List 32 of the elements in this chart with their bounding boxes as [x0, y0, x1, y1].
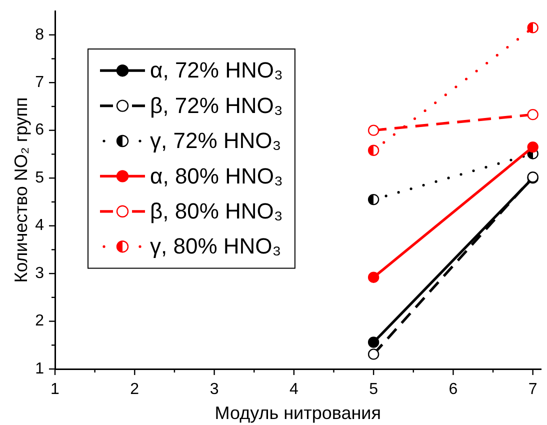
y-tick-label: 1 — [35, 360, 44, 378]
x-axis-title: Модуль нитрования — [214, 403, 381, 424]
y-tick-label: 4 — [35, 217, 44, 234]
legend-label: β, 80% HNO₃ — [150, 198, 283, 224]
x-tick-label: 2 — [130, 381, 140, 398]
legend-label: α, 80% HNO₃ — [150, 163, 283, 188]
y-tick-label: 8 — [35, 26, 44, 44]
legend-label: β, 72% HNO₃ — [150, 92, 283, 118]
legend-label: α, 72% HNO₃ — [150, 58, 283, 83]
point — [368, 124, 380, 136]
point — [368, 336, 380, 348]
legend-label: γ, 80% HNO₃ — [150, 234, 282, 259]
point — [368, 194, 380, 206]
legend-label: γ, 72% HNO₃ — [150, 128, 282, 154]
point — [368, 272, 380, 283]
y-axis-title: Количество NO₂ групп — [10, 97, 31, 283]
x-tick-label: 4 — [289, 381, 298, 398]
y-tick-label: 2 — [35, 312, 44, 330]
point — [368, 144, 380, 156]
y-tick-label: 5 — [35, 169, 44, 186]
point — [368, 348, 380, 360]
point — [527, 22, 538, 34]
y-tick-label: 6 — [35, 122, 44, 139]
y-tick-label: 3 — [35, 264, 44, 282]
point — [527, 108, 538, 120]
x-tick-label: 7 — [528, 381, 538, 398]
point — [527, 141, 538, 153]
x-tick-label: 6 — [448, 381, 458, 398]
x-tick-label: 5 — [369, 381, 378, 398]
y-tick-label: 7 — [35, 74, 44, 92]
x-tick-label: 3 — [210, 381, 219, 398]
x-tick-label: 1 — [50, 381, 60, 398]
